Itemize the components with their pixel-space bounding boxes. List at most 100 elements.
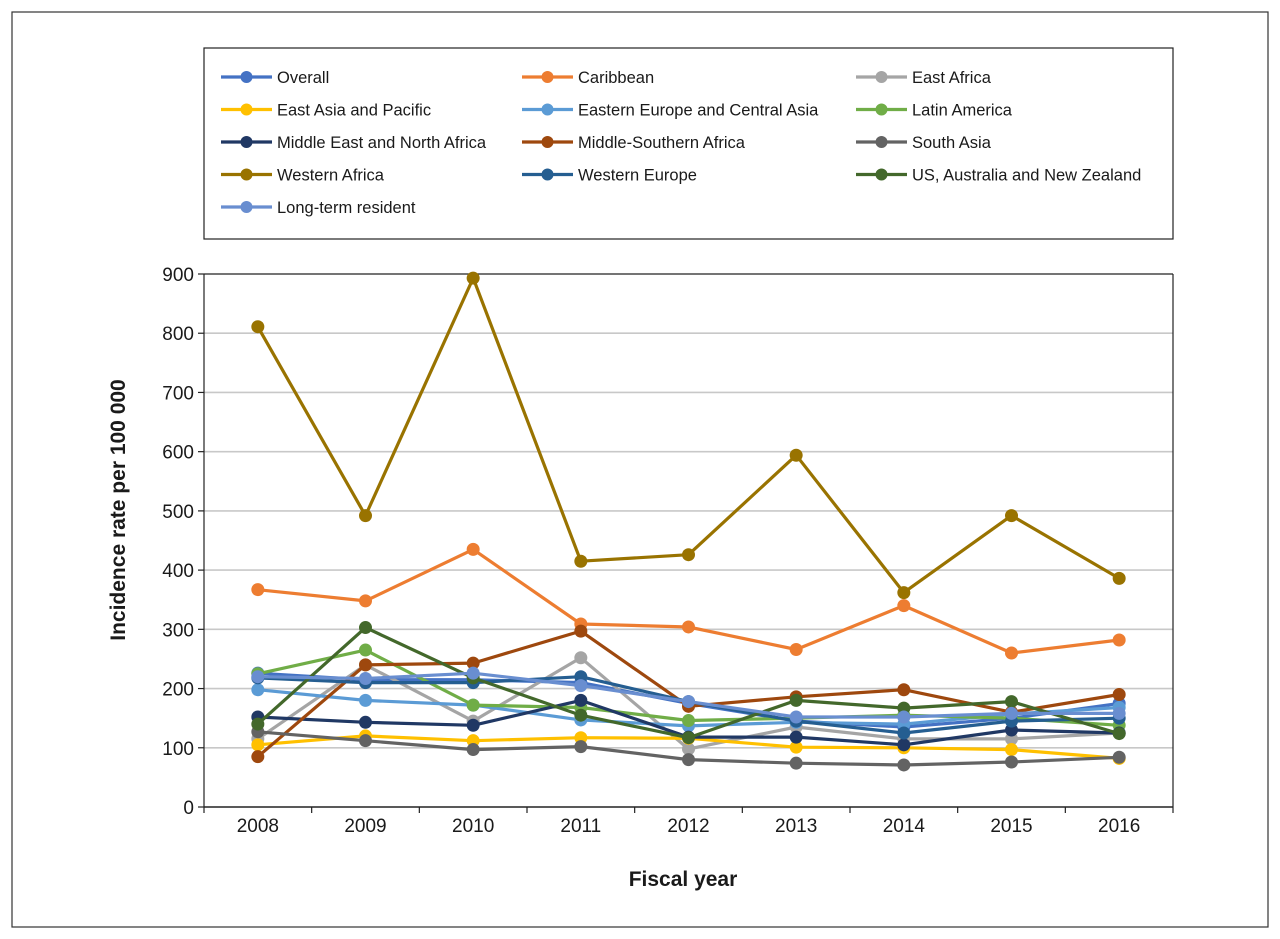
data-point bbox=[897, 758, 911, 772]
data-point bbox=[359, 693, 372, 707]
legend-item: Middle East and North Africa bbox=[221, 134, 487, 152]
x-tick-label: 2011 bbox=[560, 816, 601, 837]
data-point bbox=[251, 717, 265, 731]
x-axis-title: Fiscal year bbox=[629, 868, 738, 891]
legend-swatch-marker bbox=[240, 201, 253, 213]
legend-swatch-marker bbox=[541, 136, 554, 148]
data-point bbox=[682, 731, 695, 745]
data-point bbox=[682, 753, 695, 767]
y-tick-label: 900 bbox=[162, 265, 194, 286]
y-tick-label: 800 bbox=[162, 324, 194, 345]
y-tick-label: 700 bbox=[162, 383, 194, 404]
data-point bbox=[682, 620, 695, 634]
data-point bbox=[1112, 633, 1126, 647]
data-point bbox=[466, 698, 480, 712]
data-point bbox=[466, 271, 480, 285]
data-point bbox=[789, 448, 803, 462]
legend-swatch-marker bbox=[240, 71, 253, 83]
legend-swatch-marker bbox=[240, 136, 253, 148]
data-point bbox=[251, 738, 265, 752]
y-tick-label: 400 bbox=[162, 561, 194, 582]
legend-swatch-marker bbox=[541, 103, 554, 116]
legend-label: Latin America bbox=[912, 102, 1013, 120]
data-point bbox=[1112, 687, 1126, 701]
data-point bbox=[466, 718, 480, 732]
legend-item: East Asia and Pacific bbox=[221, 102, 431, 120]
data-point bbox=[466, 734, 480, 748]
series-9 bbox=[251, 271, 1126, 600]
legend-swatch-marker bbox=[875, 71, 888, 83]
data-point bbox=[897, 701, 911, 715]
data-point bbox=[359, 671, 372, 685]
data-point bbox=[574, 693, 588, 707]
data-point bbox=[1112, 706, 1126, 720]
data-point bbox=[466, 666, 480, 680]
data-point bbox=[574, 740, 588, 754]
y-tick-label: 500 bbox=[162, 502, 194, 523]
legend-label: Eastern Europe and Central Asia bbox=[578, 102, 819, 120]
x-tick-label: 2010 bbox=[452, 816, 494, 837]
data-point bbox=[1005, 695, 1018, 709]
y-axis-title: Incidence rate per 100 000 bbox=[107, 379, 130, 641]
data-point bbox=[574, 554, 588, 568]
y-tick-label: 300 bbox=[162, 620, 194, 641]
legend-label: Middle-Southern Africa bbox=[578, 134, 746, 152]
data-point bbox=[251, 320, 265, 334]
data-point bbox=[251, 583, 265, 597]
data-point bbox=[897, 586, 911, 600]
x-tick-label: 2008 bbox=[237, 816, 279, 837]
x-tick-label: 2016 bbox=[1098, 816, 1140, 837]
legend-label: Caribbean bbox=[578, 69, 654, 87]
legend-swatch-marker bbox=[541, 71, 554, 83]
data-point bbox=[466, 743, 480, 757]
data-point bbox=[251, 750, 265, 764]
data-point bbox=[1005, 723, 1018, 737]
data-point bbox=[789, 642, 803, 656]
legend-label: East Africa bbox=[912, 69, 992, 87]
data-point bbox=[1005, 755, 1018, 769]
x-axis: 2008 2009 2010 2011 2012 2013 2014 2015 2016 bbox=[203, 806, 1174, 837]
data-point bbox=[574, 679, 588, 693]
data-point bbox=[574, 731, 588, 745]
data-point bbox=[1005, 706, 1018, 720]
data-point bbox=[466, 542, 480, 556]
series-12 bbox=[251, 666, 1126, 724]
data-point bbox=[359, 509, 372, 523]
data-point bbox=[251, 670, 265, 684]
data-point bbox=[682, 742, 695, 756]
data-point bbox=[574, 624, 588, 638]
legend-item: Latin America bbox=[856, 102, 1013, 120]
legend-swatch-marker bbox=[875, 136, 888, 148]
data-point bbox=[1112, 727, 1126, 741]
data-point bbox=[466, 656, 480, 670]
y-tick-label: 600 bbox=[162, 443, 194, 464]
legend-label: Western Europe bbox=[578, 167, 697, 185]
legend-label: Western Africa bbox=[277, 167, 385, 185]
y-tick-label: 0 bbox=[183, 798, 194, 819]
legend-swatch-marker bbox=[240, 168, 253, 181]
legend-item: Middle-Southern Africa bbox=[522, 134, 746, 152]
legend-box bbox=[203, 47, 1174, 240]
series-8 bbox=[251, 725, 1126, 772]
legend-swatch-marker bbox=[875, 168, 888, 181]
legend-swatch-marker bbox=[240, 103, 253, 116]
data-point bbox=[1005, 509, 1018, 523]
legend-label: Overall bbox=[277, 69, 329, 87]
data-point bbox=[789, 756, 803, 770]
data-point bbox=[682, 714, 695, 728]
x-tick-label: 2015 bbox=[990, 816, 1032, 837]
legend-item: Long-term resident bbox=[221, 199, 416, 217]
data-point bbox=[359, 594, 372, 608]
data-point bbox=[574, 651, 588, 665]
data-point bbox=[359, 715, 372, 729]
data-point bbox=[682, 548, 695, 562]
y-axis: 0 100 200 300 400 500 600 700 800 900 bbox=[162, 265, 204, 819]
legend-label: US, Australia and New Zealand bbox=[912, 167, 1141, 185]
data-point bbox=[251, 683, 265, 697]
legend-label: Middle East and North Africa bbox=[277, 134, 487, 152]
series-11 bbox=[251, 621, 1126, 745]
legend-item: US, Australia and New Zealand bbox=[856, 167, 1141, 185]
data-point bbox=[1112, 750, 1126, 764]
data-point bbox=[1005, 732, 1018, 746]
data-point bbox=[359, 621, 372, 635]
